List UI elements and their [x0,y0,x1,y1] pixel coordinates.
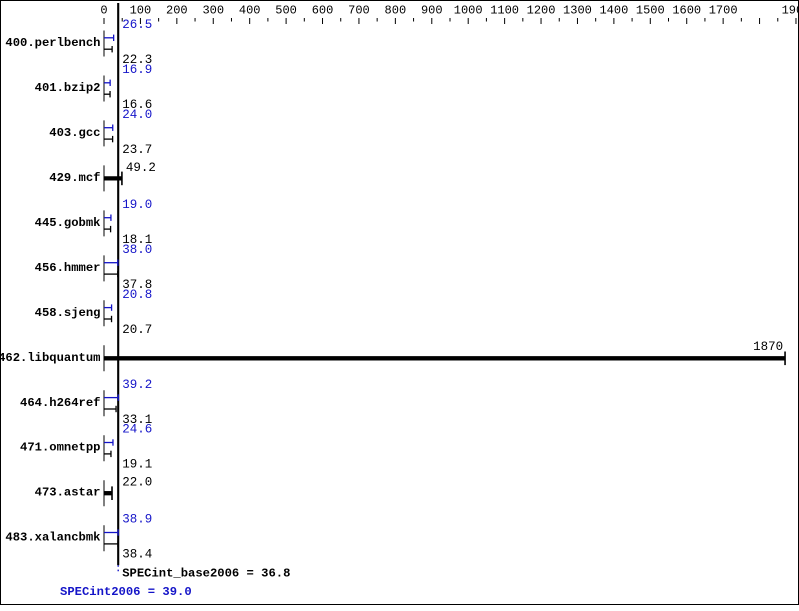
svg-text:SPECint2006 = 39.0: SPECint2006 = 39.0 [60,585,192,599]
svg-text:700: 700 [348,4,370,18]
svg-text:401.bzip2: 401.bzip2 [35,81,101,95]
svg-text:0: 0 [100,4,107,18]
svg-text:473.astar: 473.astar [35,486,101,500]
svg-text:1000: 1000 [454,4,483,18]
svg-text:300: 300 [202,4,224,18]
svg-text:462.libquantum: 462.libquantum [0,351,101,365]
svg-text:400.perlbench: 400.perlbench [5,36,100,50]
svg-text:1600: 1600 [672,4,701,18]
svg-text:26.5: 26.5 [122,18,152,32]
svg-text:1200: 1200 [527,4,556,18]
svg-text:429.mcf: 429.mcf [49,171,100,185]
svg-text:24.6: 24.6 [122,423,152,437]
svg-text:23.7: 23.7 [122,143,152,157]
svg-text:38.0: 38.0 [122,243,152,257]
svg-text:200: 200 [166,4,188,18]
svg-text:19.1: 19.1 [122,458,152,472]
svg-text:464.h264ref: 464.h264ref [20,396,100,410]
svg-text:900: 900 [421,4,443,18]
svg-text:20.8: 20.8 [122,288,152,302]
svg-text:483.xalancbmk: 483.xalancbmk [5,531,100,545]
svg-text:24.0: 24.0 [122,108,152,122]
svg-text:39.2: 39.2 [122,378,152,392]
svg-text:456.hmmer: 456.hmmer [35,261,101,275]
svg-text:38.4: 38.4 [122,548,152,562]
svg-text:1400: 1400 [599,4,628,18]
svg-text:1870: 1870 [753,340,783,354]
svg-text:458.sjeng: 458.sjeng [35,306,101,320]
svg-text:445.gobmk: 445.gobmk [35,216,101,230]
svg-text:19.0: 19.0 [122,198,152,212]
svg-text:100: 100 [130,4,152,18]
svg-text:38.9: 38.9 [122,513,152,527]
svg-text:403.gcc: 403.gcc [49,126,100,140]
svg-text:49.2: 49.2 [126,161,156,175]
svg-text:22.0: 22.0 [122,476,152,490]
svg-text:SPECint_base2006 = 36.8: SPECint_base2006 = 36.8 [122,566,290,580]
svg-text:1500: 1500 [636,4,665,18]
svg-text:1700: 1700 [709,4,738,18]
svg-text:1900: 1900 [782,4,799,18]
svg-text:1100: 1100 [490,4,519,18]
svg-text:400: 400 [239,4,261,18]
svg-text:800: 800 [385,4,407,18]
svg-text:500: 500 [275,4,297,18]
svg-text:1300: 1300 [563,4,592,18]
svg-text:600: 600 [312,4,334,18]
svg-text:16.9: 16.9 [122,63,152,77]
svg-text:20.7: 20.7 [122,323,152,337]
svg-text:471.omnetpp: 471.omnetpp [20,441,100,455]
